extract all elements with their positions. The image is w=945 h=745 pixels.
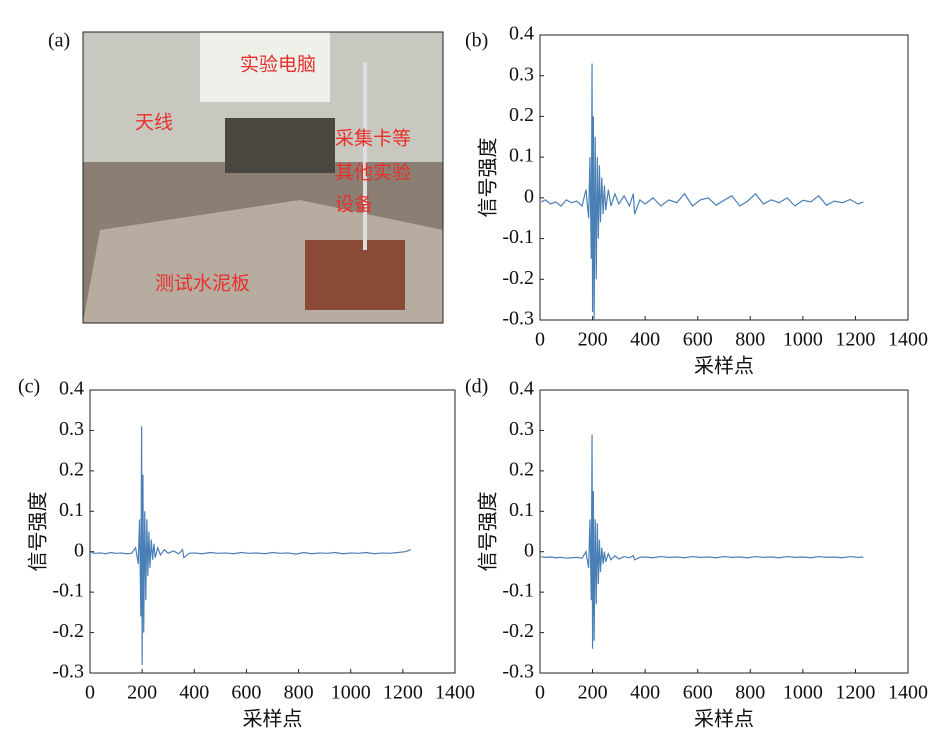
x-tick-label: 0 bbox=[535, 682, 545, 704]
y-tick-label: -0.1 bbox=[502, 226, 534, 248]
x-tick-label: 400 bbox=[630, 329, 660, 351]
x-axis-label: 采样点 bbox=[694, 355, 754, 378]
photo-window bbox=[200, 32, 330, 102]
y-tick-label: -0.1 bbox=[502, 580, 534, 602]
x-tick-label: 1400 bbox=[888, 682, 928, 704]
panel-label: (d) bbox=[465, 376, 488, 398]
y-axis-label: 信号强度 bbox=[27, 492, 50, 572]
y-tick-label: 0.1 bbox=[59, 499, 84, 521]
x-tick-label: 800 bbox=[735, 329, 765, 351]
signal-line bbox=[541, 63, 864, 321]
photo-label: 实验电脑 bbox=[240, 53, 316, 75]
y-tick-label: 0.2 bbox=[59, 458, 84, 480]
x-axis-label: 采样点 bbox=[694, 708, 754, 731]
signal-line bbox=[541, 434, 864, 649]
photo-label: 设备 bbox=[335, 193, 373, 215]
x-tick-label: 1400 bbox=[888, 329, 928, 351]
y-tick-label: -0.2 bbox=[502, 620, 534, 642]
x-tick-label: 600 bbox=[231, 682, 261, 704]
x-tick-label: 1200 bbox=[383, 682, 423, 704]
y-tick-label: -0.2 bbox=[52, 620, 84, 642]
x-tick-label: 600 bbox=[683, 329, 713, 351]
signal-line bbox=[91, 426, 411, 665]
y-tick-label: 0 bbox=[74, 539, 84, 561]
photo-label: 天线 bbox=[135, 111, 173, 133]
y-tick-label: -0.3 bbox=[502, 308, 534, 330]
y-tick-label: -0.2 bbox=[502, 267, 534, 289]
y-tick-label: 0.2 bbox=[509, 104, 534, 126]
x-tick-label: 400 bbox=[630, 682, 660, 704]
photo-panel: (a) 实验电脑 天线 测试水泥板 采集卡等 其他实验 设备 bbox=[48, 30, 444, 324]
photo-label: 测试水泥板 bbox=[155, 272, 250, 294]
x-tick-label: 200 bbox=[578, 682, 608, 704]
y-tick-label: -0.3 bbox=[502, 661, 534, 683]
plot-frame bbox=[539, 34, 909, 321]
x-tick-label: 0 bbox=[535, 329, 545, 351]
y-tick-label: 0.4 bbox=[509, 23, 534, 45]
x-tick-label: 1000 bbox=[783, 329, 823, 351]
x-tick-label: 600 bbox=[683, 682, 713, 704]
x-tick-label: 1000 bbox=[331, 682, 371, 704]
photo-bricks bbox=[305, 240, 405, 310]
y-tick-label: 0.2 bbox=[509, 458, 534, 480]
y-tick-label: 0.1 bbox=[509, 145, 534, 167]
x-tick-label: 1200 bbox=[835, 329, 875, 351]
y-tick-label: 0.3 bbox=[509, 418, 534, 440]
x-tick-label: 0 bbox=[85, 682, 95, 704]
y-tick-label: 0.3 bbox=[59, 418, 84, 440]
y-tick-label: 0 bbox=[524, 185, 534, 207]
x-tick-label: 1200 bbox=[835, 682, 875, 704]
photo-label: 其他实验 bbox=[335, 161, 411, 183]
photo-desk bbox=[225, 118, 335, 173]
plot-frame bbox=[89, 389, 456, 674]
y-tick-label: -0.1 bbox=[52, 580, 84, 602]
x-tick-label: 1000 bbox=[783, 682, 823, 704]
panel-label: (a) bbox=[48, 30, 70, 52]
panel-label: (c) bbox=[18, 376, 40, 398]
y-axis-label: 信号强度 bbox=[477, 492, 500, 572]
y-axis-label: 信号强度 bbox=[477, 138, 500, 218]
y-tick-label: 0 bbox=[524, 539, 534, 561]
photo-frame bbox=[82, 31, 444, 324]
x-axis-label: 采样点 bbox=[243, 708, 303, 731]
y-tick-label: 0.4 bbox=[509, 378, 534, 400]
photo-label: 采集卡等 bbox=[335, 127, 411, 149]
x-tick-label: 800 bbox=[735, 682, 765, 704]
x-tick-label: 1400 bbox=[435, 682, 475, 704]
y-tick-label: 0.1 bbox=[509, 499, 534, 521]
x-tick-label: 200 bbox=[578, 329, 608, 351]
y-tick-label: -0.3 bbox=[52, 661, 84, 683]
y-tick-label: 0.3 bbox=[509, 63, 534, 85]
plot-frame bbox=[539, 389, 909, 674]
x-tick-label: 400 bbox=[179, 682, 209, 704]
panel-label: (b) bbox=[465, 30, 488, 52]
y-tick-label: 0.4 bbox=[59, 378, 84, 400]
x-tick-label: 800 bbox=[284, 682, 314, 704]
x-tick-label: 200 bbox=[127, 682, 157, 704]
